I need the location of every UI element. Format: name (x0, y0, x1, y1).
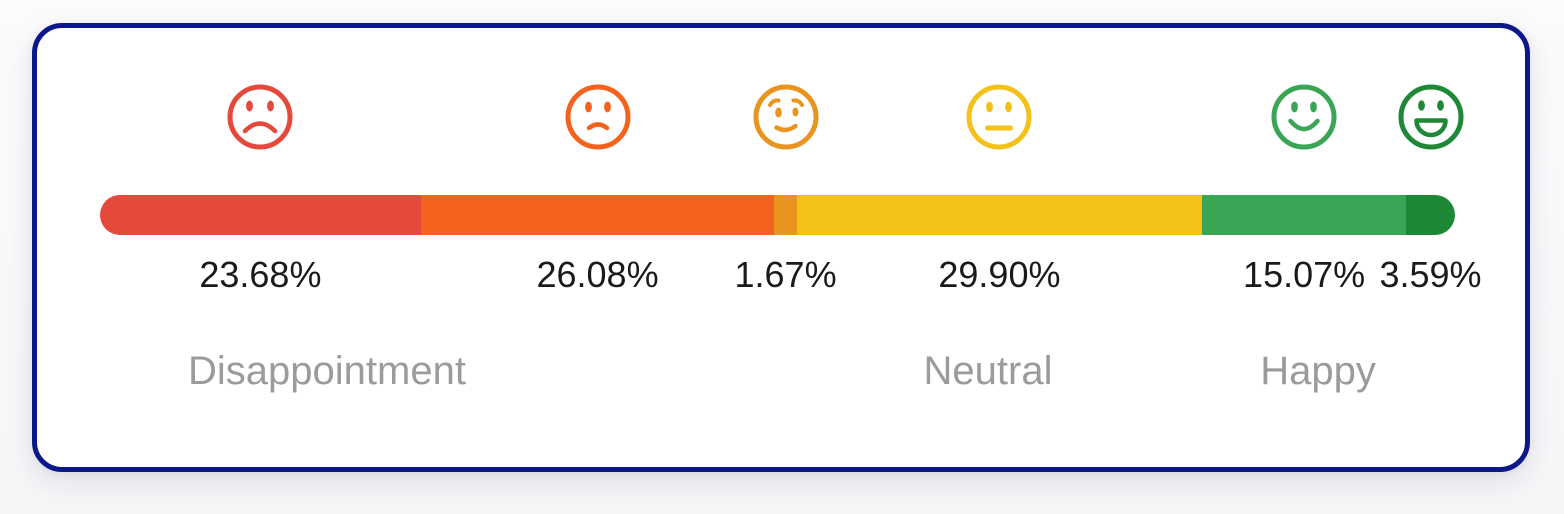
bar-segment-happy (1202, 195, 1407, 235)
percent-label-neutral: 29.90% (938, 254, 1061, 295)
bar-segment-very-happy (1406, 195, 1455, 235)
bar-segment-unhappy (420, 195, 775, 235)
slight-smile-face-icon (752, 83, 820, 151)
percent-label-happy: 15.07% (1243, 254, 1366, 295)
bar-segment-neutral (796, 195, 1203, 235)
bar-segment-very-unhappy (100, 195, 421, 235)
grin-face-icon (1397, 83, 1465, 151)
percent-label-unhappy: 26.08% (536, 254, 659, 295)
sentiment-stacked-bar (100, 195, 1455, 235)
group-label-happy: Happy (1260, 349, 1376, 393)
percent-label-very-unhappy: 23.68% (199, 254, 322, 295)
sad-face-icon (226, 83, 294, 151)
percent-label-slightly-happy: 1.67% (734, 254, 837, 295)
group-label-neutral: Neutral (923, 349, 1053, 393)
percent-label-very-happy: 3.59% (1379, 254, 1482, 295)
frown-face-icon (564, 83, 632, 151)
neutral-face-icon (965, 83, 1033, 151)
smile-face-icon (1270, 83, 1338, 151)
group-label-disappointment: Disappointment (188, 349, 466, 393)
bar-segment-slightly-happy (774, 195, 797, 235)
